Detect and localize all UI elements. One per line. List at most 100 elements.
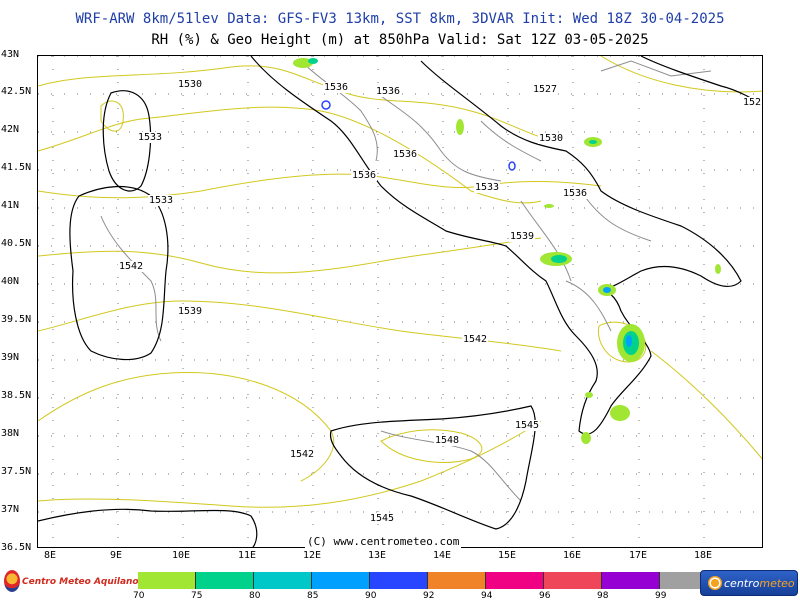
lat-label-41-5n: 41.5N: [1, 162, 32, 173]
centro-meteo-aquilano-logo: Centro Meteo Aquilano: [2, 570, 139, 594]
contour-label: 1536: [323, 82, 350, 93]
lat-label-43n: 43N: [1, 49, 20, 60]
lat-label-39-5n: 39.5N: [1, 314, 32, 325]
scale-cell: [312, 572, 370, 589]
lon-label-17e: 17E: [629, 550, 648, 561]
region-borders: [100, 60, 712, 502]
lat-label-40n: 40N: [1, 276, 20, 287]
scale-cell: [138, 572, 196, 589]
scale-tick-label: 92: [423, 591, 435, 601]
map-frame: [37, 55, 763, 548]
copyright-text: (C) www.centrometeo.com: [305, 535, 462, 548]
scale-cell: [254, 572, 312, 589]
centrometeo-logo: centrometeo: [700, 570, 798, 596]
contour-sardinia: [100, 100, 124, 132]
lat-label-37-5n: 37.5N: [1, 466, 32, 477]
logo-right-prefix: centro: [724, 577, 760, 590]
contour-se: [650, 350, 762, 460]
contour-label: 1533: [148, 195, 175, 206]
contour-label: 1530: [177, 79, 204, 90]
contour-label: 1545: [369, 513, 396, 524]
map-subtitle: RH (%) & Geo Height (m) at 850hPa Valid:…: [151, 32, 649, 48]
contour-label: 1545: [514, 420, 541, 431]
contour-label: 1536: [375, 86, 402, 97]
sun-icon: [708, 576, 722, 590]
contour-label: 1542: [462, 334, 489, 345]
sicily-coast: [329, 405, 536, 530]
scale-tick-label: 94: [481, 591, 493, 601]
contour-1539: [38, 237, 542, 274]
scale-cell: [602, 572, 660, 589]
scale-tick-label: 99: [655, 591, 667, 601]
lat-label-40-5n: 40.5N: [1, 238, 32, 249]
lat-label-37n: 37N: [1, 504, 20, 515]
coastlines: [38, 56, 762, 547]
contour-label: 1542: [118, 261, 145, 272]
lon-label-9e: 9E: [110, 550, 123, 561]
scale-tick-label: 75: [191, 591, 203, 601]
contour-1548: [380, 429, 483, 463]
lon-label-10e: 10E: [172, 550, 191, 561]
scale-tick-label: 96: [539, 591, 551, 601]
italy-west-coast: [250, 56, 652, 435]
lon-label-16e: 16E: [563, 550, 582, 561]
lon-label-8e: 8E: [44, 550, 57, 561]
contour-1536: [38, 173, 602, 199]
logo-emblem-icon: [4, 570, 20, 592]
scale-cell: [544, 572, 602, 589]
scale-cell: [196, 572, 254, 589]
scale-tick-label: 98: [597, 591, 609, 601]
contour-1530: [38, 65, 547, 140]
scale-cell: [370, 572, 428, 589]
lat-label-42n: 42N: [1, 124, 20, 135]
logo-right-text: centrometeo: [724, 577, 795, 590]
scale-cell: [486, 572, 544, 589]
humidity-patches: [293, 58, 721, 444]
lon-label-13e: 13E: [368, 550, 387, 561]
scale-tick-label: 90: [365, 591, 377, 601]
contour-label: 1536: [562, 188, 589, 199]
scale-tick-label: 70: [133, 591, 145, 601]
contour-label: 1536: [392, 149, 419, 160]
contour-1533: [38, 106, 542, 204]
lon-label-11e: 11E: [238, 550, 257, 561]
contour-ne: [600, 56, 762, 93]
lat-label-38-5n: 38.5N: [1, 390, 32, 401]
map-title: WRF-ARW 8km/51lev Data: GFS-FV3 13km, SS…: [75, 11, 725, 27]
lon-label-15e: 15E: [498, 550, 517, 561]
logo-left-text: Centro Meteo Aquilano: [22, 577, 139, 587]
contour-1542b: [38, 372, 335, 482]
scale-tick-label: 85: [307, 591, 319, 601]
contour-label: 1530: [538, 133, 565, 144]
contour-label: 1542: [289, 449, 316, 460]
lon-label-14e: 14E: [433, 550, 452, 561]
contour-label: 1533: [137, 132, 164, 143]
map-canvas: [38, 56, 762, 547]
contour-label: 1539: [509, 231, 536, 242]
corsica-coast: [102, 90, 152, 192]
contour-1545: [38, 420, 542, 508]
italy-east-coast: [420, 60, 742, 292]
scale-cell: [428, 572, 486, 589]
contour-label: 152: [742, 97, 763, 108]
height-contours: [38, 56, 762, 508]
lon-label-12e: 12E: [303, 550, 322, 561]
lat-label-36-5n: 36.5N: [1, 542, 32, 553]
contour-label: 1539: [177, 306, 204, 317]
lat-label-38n: 38N: [1, 428, 20, 439]
contour-label: 1533: [474, 182, 501, 193]
logo-right-suffix: meteo: [759, 577, 795, 590]
lat-label-42-5n: 42.5N: [1, 86, 32, 97]
scale-tick-label: 80: [249, 591, 261, 601]
contour-calabria: [597, 321, 647, 363]
contour-label: 1527: [532, 84, 559, 95]
lat-label-41n: 41N: [1, 200, 20, 211]
graticule: [38, 56, 762, 547]
lon-label-18e: 18E: [694, 550, 713, 561]
sardinia-coast: [69, 185, 169, 361]
lat-label-39n: 39N: [1, 352, 20, 363]
africa-coast: [38, 508, 258, 547]
contour-label: 1548: [434, 435, 461, 446]
rh-color-scale: [138, 572, 738, 589]
contour-label: 1536: [351, 170, 378, 181]
